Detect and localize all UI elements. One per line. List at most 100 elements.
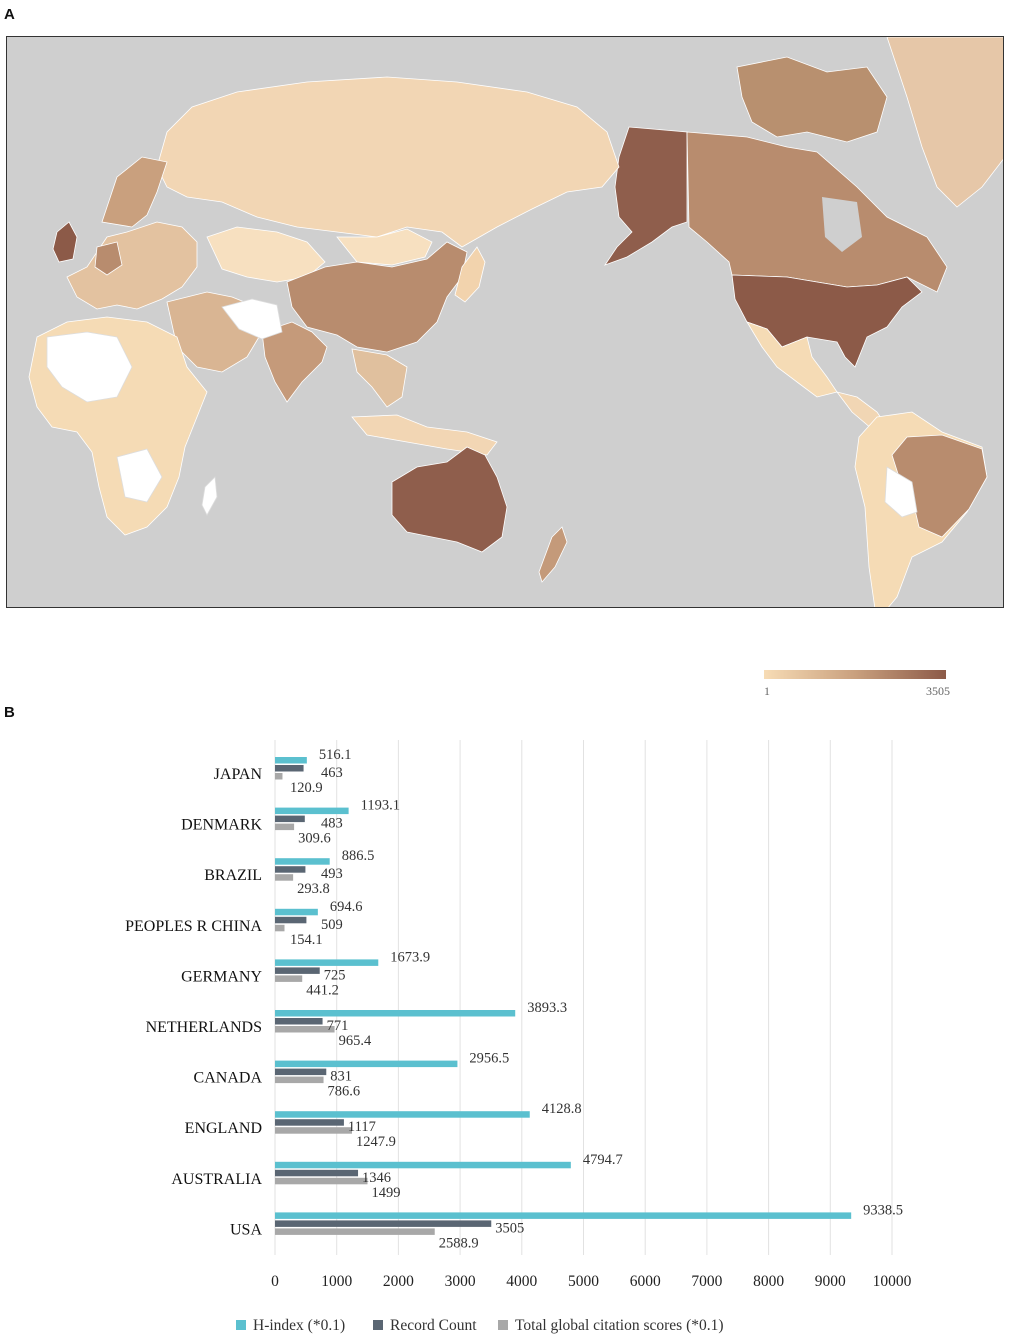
region-new-zealand bbox=[538, 526, 568, 583]
data-label: 1673.9 bbox=[390, 949, 430, 965]
bar bbox=[275, 807, 349, 815]
x-tick-label: 1000 bbox=[321, 1273, 352, 1290]
region-europe bbox=[66, 221, 198, 310]
panel-label-a: A bbox=[4, 6, 15, 23]
legend: H-index (*0.1) Record Count Total global c… bbox=[236, 1317, 724, 1334]
bar bbox=[275, 1010, 516, 1017]
legend-label: Total global citation scores (*0.1) bbox=[515, 1317, 724, 1334]
bar bbox=[275, 1161, 571, 1169]
bar bbox=[275, 1018, 323, 1025]
data-label: 120.9 bbox=[290, 780, 323, 796]
category-label: DENMARK bbox=[181, 817, 262, 834]
region-mexico bbox=[746, 321, 838, 398]
legend-swatch bbox=[498, 1320, 508, 1330]
category-label: AUSTRALIA bbox=[171, 1171, 262, 1188]
region-india bbox=[261, 321, 328, 403]
data-label: 293.8 bbox=[297, 881, 330, 897]
color-scale: 1 3505 bbox=[764, 670, 964, 700]
x-tick-label: 5000 bbox=[568, 1273, 599, 1290]
bar bbox=[275, 757, 307, 764]
bar bbox=[275, 1169, 359, 1177]
bar bbox=[275, 823, 295, 831]
bar bbox=[275, 1220, 492, 1227]
bar bbox=[275, 1060, 458, 1068]
data-label: 493 bbox=[321, 866, 343, 882]
category-label: ENGLAND bbox=[185, 1120, 262, 1137]
data-label: 9338.5 bbox=[863, 1202, 903, 1218]
data-label: 309.6 bbox=[298, 831, 331, 847]
color-scale-max: 3505 bbox=[926, 684, 950, 698]
category-label: PEOPLES R CHINA bbox=[125, 918, 262, 935]
region-greenland bbox=[886, 37, 1003, 208]
region-nodata-africa bbox=[46, 331, 133, 403]
region-scandinavia bbox=[101, 156, 168, 228]
bars bbox=[275, 757, 852, 1235]
bar bbox=[275, 1111, 530, 1118]
bar bbox=[275, 773, 283, 780]
map-svg bbox=[7, 37, 1003, 607]
region-canada-islands bbox=[736, 56, 888, 143]
region-canada bbox=[686, 131, 948, 293]
data-label: 1117 bbox=[348, 1119, 376, 1135]
data-label: 4128.8 bbox=[542, 1101, 582, 1117]
bar bbox=[275, 959, 379, 966]
x-tick-label: 9000 bbox=[815, 1273, 846, 1290]
legend-swatch bbox=[236, 1320, 246, 1330]
data-label: 1247.9 bbox=[356, 1134, 396, 1150]
x-tick-label: 6000 bbox=[630, 1273, 661, 1290]
x-tick-label: 7000 bbox=[691, 1273, 722, 1290]
data-label: 694.6 bbox=[330, 899, 363, 915]
category-label: USA bbox=[230, 1221, 262, 1238]
region-uk bbox=[52, 221, 78, 263]
data-label: 154.1 bbox=[290, 932, 323, 948]
region-russia bbox=[156, 76, 620, 248]
region-china bbox=[286, 241, 468, 353]
category-label: CANADA bbox=[194, 1070, 263, 1087]
bar bbox=[275, 815, 305, 823]
data-label: 2588.9 bbox=[439, 1235, 479, 1251]
bar bbox=[275, 1177, 368, 1185]
bar bbox=[275, 874, 294, 881]
bar bbox=[275, 1026, 335, 1033]
bar bbox=[275, 1119, 344, 1126]
color-scale-bar bbox=[764, 670, 946, 679]
bar bbox=[275, 866, 306, 873]
bar bbox=[275, 908, 318, 916]
data-label: 886.5 bbox=[342, 848, 375, 864]
x-tick-label: 3000 bbox=[445, 1273, 476, 1290]
region-germany bbox=[94, 241, 123, 276]
bar bbox=[275, 916, 307, 924]
world-choropleth-map bbox=[6, 36, 1004, 608]
region-kazakhstan bbox=[206, 226, 326, 283]
region-se-asia bbox=[351, 348, 408, 408]
data-label: 1193.1 bbox=[361, 798, 400, 814]
bar bbox=[275, 858, 330, 865]
category-label: GERMANY bbox=[181, 968, 262, 985]
legend-swatch bbox=[373, 1320, 383, 1330]
region-nodata-africa-2 bbox=[116, 448, 163, 503]
data-label: 1346 bbox=[362, 1170, 391, 1186]
x-tick-label: 10000 bbox=[873, 1273, 912, 1290]
x-tick-label: 0 bbox=[271, 1273, 279, 1290]
bar bbox=[275, 967, 320, 974]
x-tick-label: 8000 bbox=[753, 1273, 784, 1290]
panel-label-b: B bbox=[4, 704, 15, 721]
data-label: 786.6 bbox=[328, 1084, 361, 1100]
data-label: 965.4 bbox=[339, 1033, 372, 1049]
data-label: 2956.5 bbox=[469, 1051, 509, 1067]
bar bbox=[275, 924, 285, 932]
data-label: 725 bbox=[324, 967, 346, 983]
x-tick-label: 4000 bbox=[506, 1273, 537, 1290]
region-indonesia bbox=[351, 414, 498, 456]
bar bbox=[275, 1127, 352, 1134]
data-label: 509 bbox=[321, 917, 343, 933]
bar bbox=[275, 975, 303, 982]
region-alaska bbox=[603, 126, 688, 266]
bar bbox=[275, 1212, 852, 1219]
category-label: JAPAN bbox=[214, 766, 263, 783]
x-axis-ticks: 0 1000 2000 3000 4000 5000 6000 7000 8000 9000 100… bbox=[271, 1273, 912, 1290]
bar bbox=[275, 1076, 324, 1084]
region-nodata-sa bbox=[884, 466, 918, 518]
